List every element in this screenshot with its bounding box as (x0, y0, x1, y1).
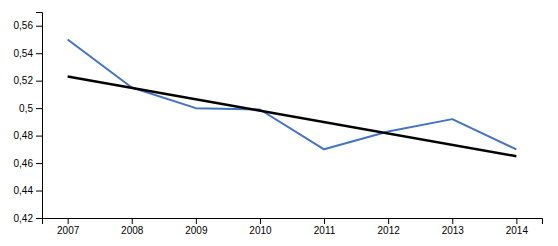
y-tick: 0,56 (14, 20, 42, 31)
x-tick-label: 2012 (378, 225, 401, 236)
x-tick-mark (260, 218, 261, 224)
x-tick-mark (68, 218, 69, 224)
x-tick-label: 2013 (442, 225, 465, 236)
y-tick-label: 0,5 (19, 103, 33, 114)
y-tick-label: 0,48 (14, 130, 34, 141)
x-tick-label: 2008 (121, 225, 144, 236)
x-tick: 2008 (121, 218, 144, 236)
y-tick-mark (36, 136, 42, 137)
y-tick-mark (36, 81, 42, 82)
x-tick: 2011 (314, 218, 336, 236)
y-tick: 0,42 (14, 213, 42, 224)
y-tick-mark (36, 218, 42, 219)
x-tick: 2014 (506, 218, 529, 236)
x-tick-label: 2014 (506, 225, 529, 236)
x-axis-line (43, 219, 543, 225)
y-tick: 0,44 (14, 185, 42, 196)
y-tick-mark (36, 53, 42, 54)
plot: 2007 2008 2009 2010 2011 2012 2013 2014 0,42 0,44… (14, 13, 543, 237)
x-tick: 2007 (57, 218, 80, 236)
x-tick-mark (516, 218, 517, 224)
series-line (68, 77, 517, 157)
x-axis: 2007 2008 2009 2010 2011 2012 2013 2014 (43, 218, 543, 236)
x-tick-label: 2009 (185, 225, 208, 236)
x-tick: 2013 (442, 218, 465, 236)
y-tick-label: 0,44 (14, 185, 34, 196)
x-tick: 2010 (249, 218, 272, 236)
y-tick: 0,52 (14, 75, 42, 86)
y-tick-mark (36, 163, 42, 164)
y-axis-line (36, 13, 43, 219)
x-tick-mark (388, 218, 389, 224)
x-tick-mark (452, 218, 453, 224)
y-tick-label: 0,52 (14, 75, 34, 86)
x-tick-mark (324, 218, 325, 224)
y-tick-label: 0,56 (14, 20, 34, 31)
chart: 2007 2008 2009 2010 2011 2012 2013 2014 0,42 0,44… (0, 0, 558, 246)
x-tick: 2009 (185, 218, 208, 236)
y-tick-label: 0,42 (14, 213, 34, 224)
series-line (68, 39, 517, 149)
y-tick-label: 0,54 (14, 48, 34, 59)
x-tick-label: 2007 (57, 225, 80, 236)
y-tick-label: 0,46 (14, 158, 34, 169)
x-tick-label: 2010 (249, 225, 272, 236)
y-tick: 0,5 (19, 103, 42, 114)
y-tick: 0,54 (14, 48, 42, 59)
x-tick-mark (196, 218, 197, 224)
y-tick: 0,46 (14, 158, 42, 169)
y-tick: 0,48 (14, 130, 42, 141)
y-tick-mark (36, 108, 42, 109)
y-tick-mark (36, 26, 42, 27)
y-axis: 0,42 0,44 0,46 0,48 0,5 0,52 0,54 0,56 (14, 13, 43, 224)
x-tick-label: 2011 (314, 225, 336, 236)
x-tick: 2012 (378, 218, 401, 236)
x-tick-mark (132, 218, 133, 224)
marks (68, 39, 517, 156)
y-tick-mark (36, 191, 42, 192)
